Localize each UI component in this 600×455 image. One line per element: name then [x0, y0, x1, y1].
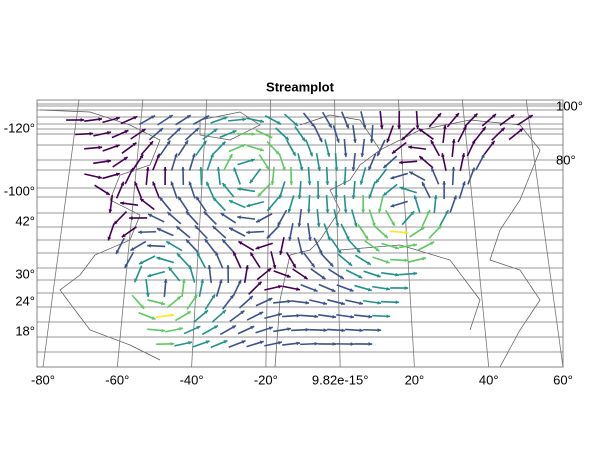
- stream-arrow: [147, 244, 151, 248]
- x-tick-label: -40°: [180, 372, 204, 387]
- stream-arrow: [335, 167, 339, 171]
- stream-arrow: [333, 342, 337, 346]
- y-tick-label: -120°: [4, 120, 35, 135]
- stream-arrow: [326, 209, 330, 213]
- meridian: [117, 100, 143, 367]
- stream-arrow: [360, 328, 364, 332]
- stream-arrow: [387, 314, 391, 318]
- stream-arrow: [361, 209, 365, 213]
- stream-arrow: [317, 223, 321, 227]
- stream-arrow: [161, 329, 165, 333]
- y-tick-label: 30°: [15, 266, 35, 281]
- stream-arrow: [380, 125, 384, 129]
- stream-arrow: [368, 315, 372, 319]
- x-tick-label: -60°: [105, 372, 129, 387]
- y-tick-label: 42°: [15, 213, 35, 228]
- stream-arrow: [297, 314, 301, 318]
- stream-arrow: [129, 216, 133, 220]
- stream-arrow: [314, 314, 318, 318]
- stream-arrow: [324, 328, 328, 332]
- stream-arrow: [369, 342, 373, 346]
- stream-arrow: [242, 118, 246, 122]
- stream-arrow: [252, 132, 256, 136]
- stream-arrow: [289, 181, 293, 185]
- stream-arrow: [181, 167, 185, 171]
- x-tick-label: -80°: [31, 372, 55, 387]
- stream-arrow: [171, 342, 175, 346]
- map-frame: [37, 100, 563, 367]
- stream-arrow: [315, 342, 319, 346]
- stream-arrow: [306, 328, 310, 332]
- stream-arrow: [399, 160, 403, 164]
- stream-arrow: [442, 181, 446, 185]
- stream-arrow: [370, 139, 374, 143]
- stream-arrow: [416, 125, 420, 129]
- stream-arrow: [287, 300, 291, 304]
- x-tick-label: 60°: [553, 372, 573, 387]
- y-tick-label: -100°: [4, 183, 35, 198]
- stream-arrow: [452, 167, 456, 171]
- stream-arrow: [344, 209, 348, 213]
- stream-arrow: [307, 209, 311, 213]
- y-tick-label: 24°: [15, 293, 35, 308]
- stream-arrow: [341, 328, 345, 332]
- stream-arrow: [413, 272, 417, 276]
- stream-arrow: [308, 181, 312, 185]
- stream-arrow: [378, 328, 382, 332]
- stream-arrow: [138, 230, 142, 234]
- y2-tick-label: 100°: [556, 98, 583, 113]
- stream-arrow: [246, 230, 250, 234]
- y2-tick-label: 80°: [556, 152, 576, 167]
- stream-arrow: [271, 181, 275, 185]
- stream-arrow: [163, 167, 167, 171]
- stream-arrow: [146, 167, 150, 171]
- y-tick-label: 18°: [15, 323, 35, 338]
- x-tick-label: 40°: [479, 372, 499, 387]
- stream-arrow: [90, 132, 94, 136]
- stream-arrow: [98, 146, 102, 150]
- stream-arrow: [226, 265, 230, 269]
- meridian: [43, 100, 79, 367]
- stream-arrow: [81, 118, 85, 122]
- meridian: [526, 100, 563, 367]
- stream-arrow: [405, 286, 409, 290]
- x-tick-label: 9.82e-15°: [312, 372, 369, 387]
- x-tick-label: 20°: [405, 372, 425, 387]
- stream-arrow: [326, 181, 330, 185]
- stream-arrow: [452, 139, 456, 143]
- stream-arrow: [351, 342, 355, 346]
- stream-arrow: [199, 167, 203, 171]
- x-tick-label: -20°: [254, 372, 278, 387]
- chart-title: Streamplot: [266, 79, 335, 94]
- graticule: [37, 100, 563, 367]
- stream-arrow: [344, 153, 348, 157]
- stream-arrow: [217, 167, 221, 171]
- streamlines: [66, 111, 533, 347]
- stream-arrow: [396, 300, 400, 304]
- stream-arrow: [164, 279, 168, 283]
